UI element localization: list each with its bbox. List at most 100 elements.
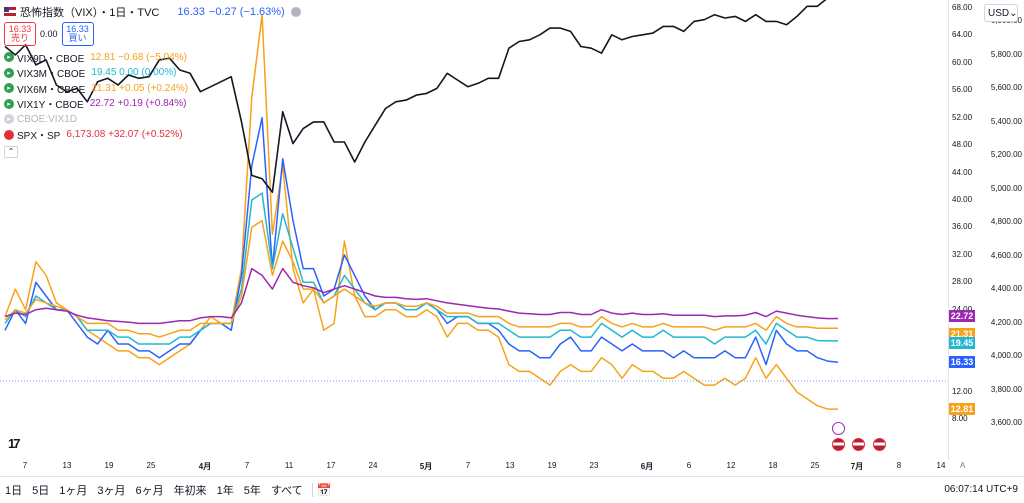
range-button[interactable]: 5年 bbox=[243, 485, 261, 497]
range-button[interactable]: 1ヶ月 bbox=[59, 485, 88, 497]
time-tick-label: 14 bbox=[936, 461, 946, 470]
price-tick-label: 56.00 bbox=[952, 85, 973, 95]
main-change: −0.27 (−1.63%) bbox=[208, 5, 285, 18]
economic-event-flag-icon[interactable] bbox=[873, 438, 886, 451]
time-tick-label: 24 bbox=[368, 461, 378, 470]
price-tick-label: 68.00 bbox=[952, 3, 973, 12]
legend-series-name: VIX1Y・CBOE bbox=[17, 100, 84, 112]
time-tick-label: 23 bbox=[589, 461, 599, 470]
legend-row-vix3m[interactable]: ▸ VIX3M・CBOE 19.45 0.00 (0.00%) bbox=[4, 65, 301, 81]
price-tick-label: 40.00 bbox=[952, 195, 973, 204]
collapse-legend-button[interactable]: ⌃ bbox=[4, 145, 18, 158]
legend-series-value: 21.31 +0.05 (+0.24%) bbox=[91, 82, 189, 94]
price-scale-spx[interactable]: 3,600.00 3,800.00 4,000.00 4,200.00 4,400.00… bbox=[990, 0, 1024, 460]
last-value-tag-vix3m: 19.45 bbox=[949, 336, 975, 349]
price-tick-label: 60.00 bbox=[952, 57, 973, 67]
price-tick-label: 28.00 bbox=[952, 277, 973, 287]
spx-tick-label: 4,800.00 bbox=[990, 217, 1022, 227]
time-tick-label: 13 bbox=[505, 461, 515, 470]
price-tick-label: 12.00 bbox=[952, 387, 973, 396]
time-axis[interactable]: 7 13 19 25 4月 7 11 17 24 5月 7 13 19 23 6月 6 12 18 25 7月 8 14 A bbox=[0, 460, 966, 474]
price-tick-label: 48.00 bbox=[952, 140, 973, 150]
trade-box: 16.33 売り 0.00 16.33 買い bbox=[4, 21, 301, 46]
legend-row-spx[interactable]: SPX・SP 6,173.08 +32.07 (+0.52%) bbox=[4, 127, 301, 143]
time-tick-label: 17 bbox=[326, 461, 336, 470]
time-tick-label: 5月 bbox=[419, 462, 433, 471]
legend-series-name: VIX9D・CBOE bbox=[17, 53, 85, 65]
sell-button[interactable]: 16.33 売り bbox=[4, 21, 36, 46]
last-value-tag-vix1y: 22.72 bbox=[949, 310, 975, 323]
range-button[interactable]: 1日 bbox=[5, 485, 23, 497]
spx-tick-label: 5,600.00 bbox=[990, 83, 1022, 93]
price-scale-left-values[interactable]: 8.0012.0016.0020.0024.0028.0032.0036.004… bbox=[948, 0, 994, 460]
legend-row-vix6m[interactable]: ▸ VIX6M・CBOE 21.31 +0.05 (+0.24%) bbox=[4, 81, 301, 97]
legend-row-vix9d[interactable]: ▸ VIX9D・CBOE 12.81 −0.68 (−5.04%) bbox=[4, 50, 301, 66]
spx-tick-label: 4,600.00 bbox=[990, 250, 1022, 260]
tradingview-logo-icon[interactable]: 17 bbox=[8, 436, 21, 451]
time-tick-label: 7 bbox=[244, 461, 250, 470]
calendar-icon[interactable]: 📅 bbox=[316, 483, 332, 497]
legend-series-name: VIX3M・CBOE bbox=[17, 69, 86, 81]
event-flash-icon[interactable] bbox=[832, 422, 845, 435]
legend-series-value: 12.81 −0.68 (−5.04%) bbox=[90, 51, 187, 63]
spx-tick-label: 5,800.00 bbox=[990, 49, 1022, 59]
spx-tick-label: 4,000.00 bbox=[990, 351, 1022, 361]
toolbar-divider bbox=[311, 483, 313, 497]
price-tick-label: 44.00 bbox=[952, 167, 973, 177]
price-tick-label: 24.00 bbox=[952, 304, 973, 314]
time-tick-label: 4月 bbox=[198, 462, 212, 471]
legend-row-vix1y[interactable]: ▸ VIX1Y・CBOE 22.72 +0.19 (+0.84%) bbox=[4, 96, 301, 112]
series-line-vix9d bbox=[4, 14, 838, 410]
price-tick-label: 8.00 bbox=[952, 414, 968, 424]
series-visibility-icon[interactable]: ▸ bbox=[4, 114, 14, 125]
price-tick-label: 36.00 bbox=[952, 222, 973, 232]
series-visibility-icon[interactable] bbox=[4, 129, 14, 140]
series-line-vix1y bbox=[4, 267, 839, 325]
chevron-down-icon: ⌄ bbox=[1009, 7, 1018, 19]
price-tick-label: 52.00 bbox=[952, 112, 973, 122]
collapse-circle-icon[interactable] bbox=[290, 6, 301, 17]
chart-plot-area[interactable] bbox=[0, 0, 948, 460]
range-button[interactable]: 1年 bbox=[216, 485, 234, 497]
spx-tick-label: 4,400.00 bbox=[990, 284, 1022, 294]
time-tick-label: 7 bbox=[465, 461, 471, 470]
range-button[interactable]: 年初来 bbox=[173, 485, 207, 497]
series-visibility-icon[interactable]: ▸ bbox=[4, 98, 14, 109]
range-button[interactable]: 6ヶ月 bbox=[135, 485, 164, 497]
economic-event-flag-icon[interactable] bbox=[852, 438, 865, 451]
main-title: 恐怖指数（VIX）・1日・TVC bbox=[20, 6, 160, 19]
buy-button[interactable]: 16.33 買い bbox=[61, 21, 94, 46]
time-tick-label: 13 bbox=[62, 461, 72, 470]
spx-tick-label: 5,200.00 bbox=[990, 150, 1022, 160]
spread-value: 0.00 bbox=[40, 28, 58, 39]
range-buttons: 1日 5日 1ヶ月 3ヶ月 6ヶ月 年初来 1年 5年 すべて bbox=[0, 482, 308, 498]
series-visibility-icon[interactable]: ▸ bbox=[4, 67, 14, 78]
legend-row-cboevix1d[interactable]: ▸ CBOE:VIX1D bbox=[4, 112, 301, 128]
range-button[interactable]: すべて bbox=[270, 485, 303, 497]
time-tick-label: 6月 bbox=[640, 462, 654, 471]
legend-main[interactable]: 恐怖指数（VIX）・1日・TVC 16.33 −0.27 (−1.63%) bbox=[4, 4, 301, 20]
legend-series-value: 19.45 0.00 (0.00%) bbox=[91, 67, 177, 79]
range-button[interactable]: 5日 bbox=[32, 485, 50, 497]
legend-series-list: ▸ VIX9D・CBOE 12.81 −0.68 (−5.04%) ▸ VIX3M・CB… bbox=[4, 50, 301, 143]
economic-event-flag-icon[interactable] bbox=[832, 438, 845, 451]
time-tick-label: 8 bbox=[896, 461, 902, 470]
legend-series-name: VIX6M・CBOE bbox=[17, 84, 86, 96]
series-layer bbox=[4, 0, 839, 410]
time-tick-label: 11 bbox=[284, 461, 294, 470]
range-button[interactable]: 3ヶ月 bbox=[97, 485, 126, 497]
time-tick-label: 12 bbox=[726, 461, 736, 470]
series-line-spx bbox=[4, 0, 827, 193]
utc-clock[interactable]: 06:07:14 UTC+9 bbox=[944, 484, 1018, 495]
bottom-toolbar: 1日 5日 1ヶ月 3ヶ月 6ヶ月 年初来 1年 5年 すべて 📅 06:07:14 UTC+9 bbox=[0, 476, 1024, 503]
scale-a-label[interactable]: A bbox=[960, 461, 966, 470]
time-tick-label: 7 bbox=[22, 461, 28, 470]
series-visibility-icon[interactable]: ▸ bbox=[4, 52, 14, 63]
series-visibility-icon[interactable]: ▸ bbox=[4, 83, 14, 94]
legend-series-name: SPX・SP bbox=[17, 131, 61, 143]
legend-series-name: CBOE:VIX1D bbox=[17, 113, 78, 125]
currency-selector[interactable]: USD ⌄ bbox=[984, 4, 1018, 22]
spx-tick-label: 3,800.00 bbox=[990, 384, 1022, 394]
last-value-tag-vix: 16.33 bbox=[949, 356, 975, 369]
legend-series-value: 22.72 +0.19 (+0.84%) bbox=[89, 98, 187, 110]
